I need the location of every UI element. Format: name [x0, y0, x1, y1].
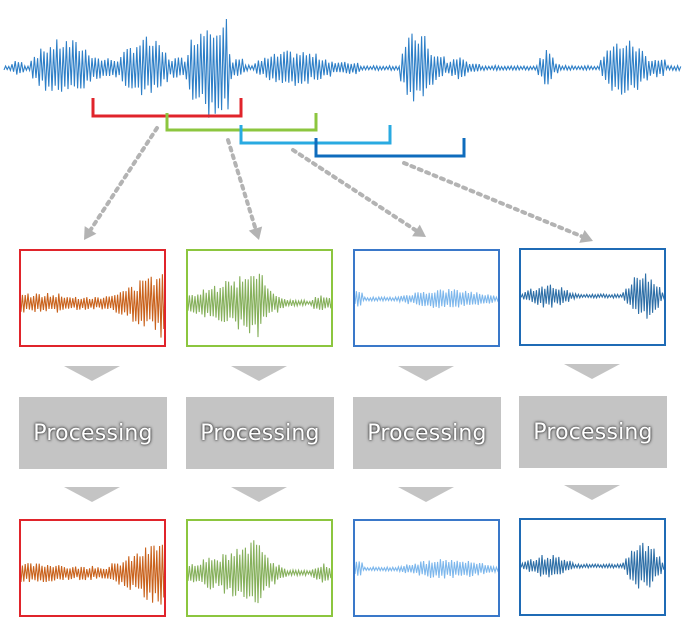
- output-frame-2: [186, 519, 333, 617]
- down-arrow-2b: [231, 487, 287, 502]
- output-frame-3-waveform: [355, 559, 498, 579]
- input-frame-1: [19, 249, 166, 347]
- processing-label-2: Processing: [200, 420, 320, 446]
- processing-label-1: Processing: [33, 420, 153, 446]
- window-brackets: [91, 98, 466, 158]
- in-frame-1-wave-path: [21, 274, 164, 338]
- processing-label-4: Processing: [533, 419, 653, 445]
- down-arrow-3b: [398, 487, 454, 502]
- processing-box-1: Processing: [19, 397, 167, 469]
- in-frame-4-wave-path: [521, 273, 664, 319]
- out-frame-2-wave-path: [188, 540, 331, 604]
- processing-box-4: Processing: [519, 396, 667, 468]
- output-frame-3: [353, 519, 500, 617]
- source-waveform-area: [3, 18, 682, 243]
- output-frame-2-waveform: [188, 540, 331, 604]
- source-wave-path: [3, 18, 682, 118]
- processing-label-3: Processing: [367, 420, 487, 446]
- dotted-arrows: [84, 126, 593, 243]
- out-frame-4-wave-path: [521, 542, 664, 589]
- dotted-arrow-4: [402, 161, 593, 243]
- source-waveform: [3, 18, 682, 118]
- output-frame-1-waveform: [21, 544, 164, 605]
- output-frame-1: [19, 519, 166, 617]
- output-frame-4: [519, 518, 666, 616]
- processing-box-3: Processing: [353, 397, 501, 469]
- down-arrow-1a: [64, 366, 120, 381]
- dotted-arrow-2: [226, 138, 263, 240]
- input-frame-4: [519, 248, 666, 346]
- frame-1-waveform: [21, 274, 164, 338]
- frame-4-waveform: [521, 273, 664, 319]
- dotted-arrow-1: [84, 126, 159, 240]
- out-frame-1-wave-path: [21, 544, 164, 605]
- input-frame-2: [186, 249, 333, 347]
- down-arrow-2a: [231, 366, 287, 381]
- processing-box-2: Processing: [186, 397, 334, 469]
- down-arrow-4a: [564, 364, 620, 379]
- input-frame-3: [353, 249, 500, 347]
- frame-3-waveform: [355, 289, 498, 309]
- down-arrow-4b: [564, 485, 620, 500]
- frame-2-waveform: [188, 273, 331, 338]
- down-arrow-3a: [398, 366, 454, 381]
- down-arrow-1b: [64, 487, 120, 502]
- in-frame-2-wave-path: [188, 273, 331, 338]
- in-frame-3-wave-path: [355, 289, 498, 309]
- out-frame-3-wave-path: [355, 559, 498, 579]
- dotted-arrow-3: [291, 148, 426, 237]
- output-frame-4-waveform: [521, 542, 664, 589]
- window-bracket-4: [314, 138, 466, 158]
